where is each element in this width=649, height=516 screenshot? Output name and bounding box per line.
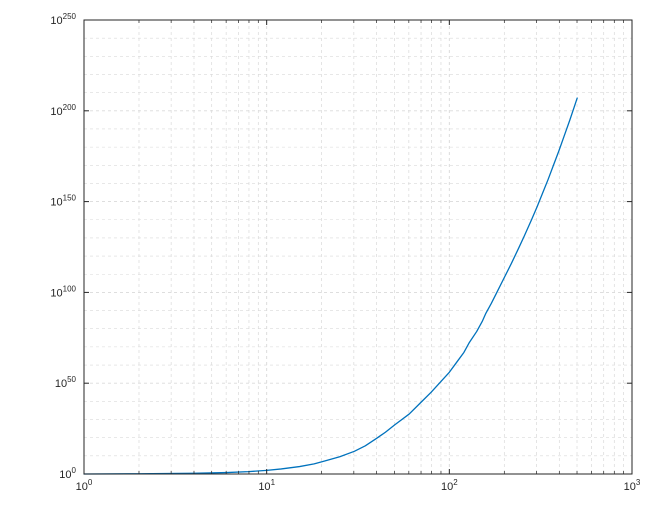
loglog-chart: 100101102103100105010100101501020010250 [0,0,649,516]
chart-svg: 100101102103100105010100101501020010250 [0,0,649,516]
